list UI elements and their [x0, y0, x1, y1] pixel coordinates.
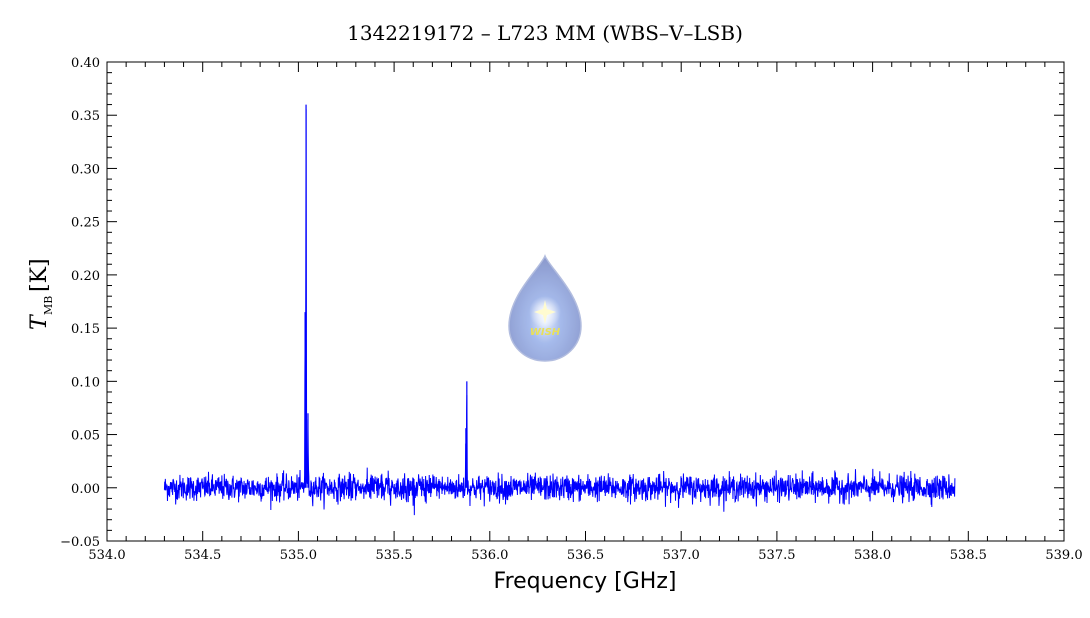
x-axis-ticks — [106, 62, 1065, 541]
y-tick-label: 0.35 — [71, 109, 100, 124]
x-tick-label: 536.0 — [471, 548, 508, 563]
y-tick-label: −0.05 — [60, 535, 100, 550]
plot-frame — [106, 61, 1065, 542]
y-tick-label: 0.10 — [71, 375, 100, 390]
x-tick-label: 538.0 — [854, 548, 891, 563]
x-tick-label: 534.5 — [184, 548, 221, 563]
water-drop-star-icon: WISH — [508, 254, 582, 362]
y-tick-label: 0.05 — [71, 429, 100, 444]
y-axis-label-subscript: MB — [42, 296, 55, 315]
y-tick-label: 0.00 — [71, 482, 100, 497]
y-tick-label: 0.15 — [71, 322, 100, 337]
x-tick-label: 537.0 — [663, 548, 700, 563]
y-tick-label: 0.40 — [71, 56, 100, 71]
y-axis-tick-labels: −0.05 0.00 0.05 0.10 0.15 0.20 0.25 0.30 0.35 0.4… — [60, 56, 100, 550]
x-tick-label: 538.5 — [950, 548, 987, 563]
x-tick-label: 534.0 — [88, 548, 125, 563]
series-spectrum-line — [163, 109, 956, 516]
chart-title: 1342219172 – L723 MM (WBS–V–LSB) — [347, 21, 743, 45]
x-tick-label: 536.5 — [567, 548, 604, 563]
y-tick-label: 0.20 — [71, 269, 100, 284]
y-tick-label: 0.30 — [71, 162, 100, 177]
x-axis-label: Frequency [GHz] — [494, 569, 677, 594]
x-tick-label: 535.5 — [375, 548, 412, 563]
x-tick-label: 539.0 — [1045, 548, 1082, 563]
x-tick-label: 537.5 — [758, 548, 795, 563]
x-tick-label: 535.0 — [280, 548, 317, 563]
x-axis-tick-labels: 534.0 534.5 535.0 535.5 536.0 536.5 537.0 537.5… — [88, 548, 1082, 563]
y-tick-label: 0.25 — [71, 216, 100, 231]
y-axis-label: T MB [K] — [27, 258, 55, 330]
y-axis-label-unit: [K] — [27, 258, 52, 292]
logo-text: WISH — [530, 327, 561, 338]
y-axis-ticks — [107, 61, 1064, 542]
y-axis-label-main: T — [27, 313, 52, 330]
